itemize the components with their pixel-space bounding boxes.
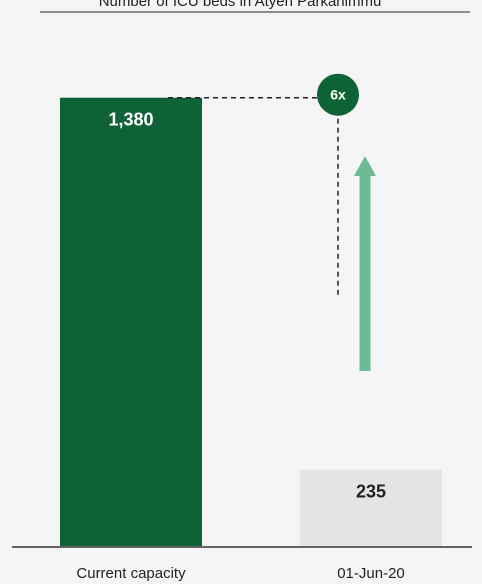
- bar-2: [300, 469, 442, 546]
- growth-arrow-head: [354, 156, 376, 176]
- multiplier-badge: [317, 73, 359, 116]
- x-tick-label-1: Current capacity: [76, 565, 186, 582]
- bar-value-label-2: 235: [356, 482, 386, 502]
- multiplier-badge-label: 6x: [330, 87, 346, 103]
- bar-1: [60, 97, 202, 546]
- chart-title: Number of ICU beds in Atyeri Parkanimmu: [99, 0, 382, 10]
- x-tick-label-2: 01-Jun-20: [337, 565, 405, 582]
- bar-value-label-1: 1,380: [108, 110, 153, 130]
- growth-arrow-shaft: [359, 175, 371, 371]
